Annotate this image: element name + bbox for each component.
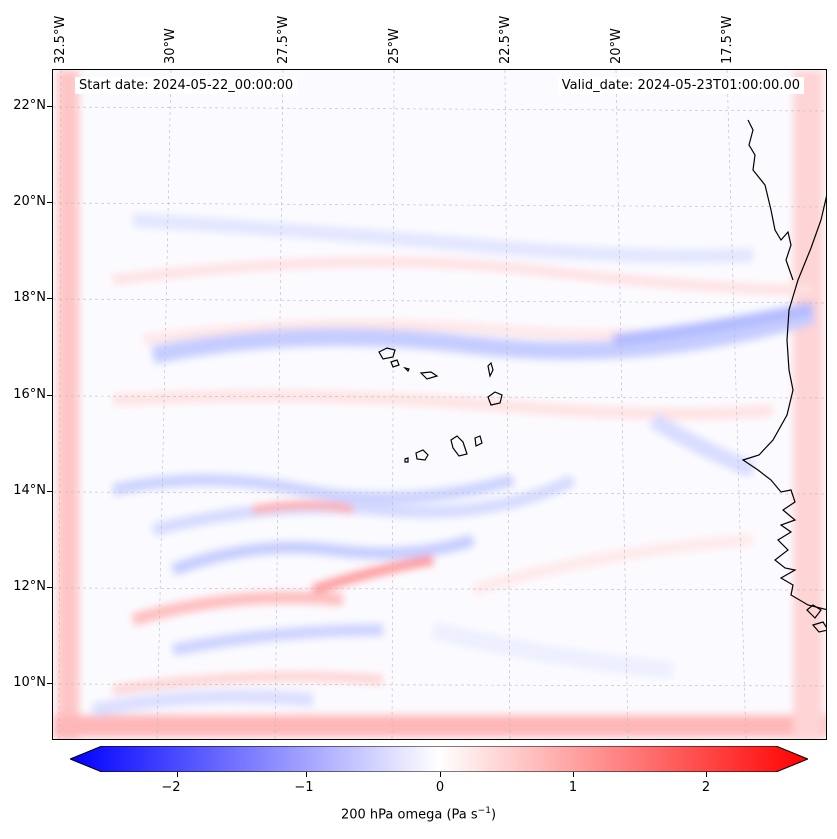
longitude-label-25w: 25°W — [387, 28, 402, 64]
colorbar-label-minus-1: −1 — [294, 780, 314, 795]
latitude-label-18n: 18°N — [13, 290, 46, 305]
latitude-label-22n: 22°N — [13, 98, 46, 113]
latitude-label-16n: 16°N — [13, 387, 46, 402]
longitude-label-32-5w: 32.5°W — [53, 15, 68, 64]
graticule — [53, 70, 826, 739]
colorbar-label-1: 1 — [568, 780, 578, 795]
longitude-label-30w: 30°W — [163, 28, 178, 64]
lat-tick — [47, 202, 52, 203]
colorbar-tick-minus-1 — [306, 772, 307, 777]
start-date-label: Start date: 2024-05-22_00:00:00 — [75, 77, 298, 94]
map-panel: Start date: 2024-05-22_00:00:00 Valid_da… — [52, 69, 827, 740]
west-africa-coastline — [741, 119, 826, 633]
colorbar-tick-2 — [706, 772, 707, 777]
longitude-label-17-5w: 17.5°W — [720, 15, 735, 64]
colorbar-tick-minus-2 — [177, 772, 178, 777]
colorbar-tick-0 — [440, 772, 441, 777]
cabo-verde-islands — [378, 347, 503, 463]
lat-tick — [47, 298, 52, 299]
colorbar-label-minus-2: −2 — [161, 780, 181, 795]
lat-tick — [47, 106, 52, 107]
latitude-label-10n: 10°N — [13, 675, 46, 690]
longitude-label-20w: 20°W — [609, 28, 624, 64]
lat-tick — [47, 683, 52, 684]
omega-field-map — [53, 70, 826, 739]
lat-tick — [47, 395, 52, 396]
valid-date-label: Valid_date: 2024-05-23T01:00:00.00 — [557, 77, 804, 94]
lat-tick — [47, 491, 52, 492]
longitude-label-27-5w: 27.5°W — [276, 15, 291, 64]
latitude-label-14n: 14°N — [13, 483, 46, 498]
latitude-label-12n: 12°N — [13, 579, 46, 594]
omega-shading — [53, 70, 826, 739]
colorbar-title-sup: −1 — [477, 806, 491, 816]
colorbar-label-2: 2 — [701, 780, 711, 795]
longitude-label-22-5w: 22.5°W — [498, 15, 513, 64]
colorbar-label-0: 0 — [435, 780, 445, 795]
colorbar-title-end: ) — [490, 807, 497, 823]
colorbar-tick-1 — [573, 772, 574, 777]
latitude-label-20n: 20°N — [13, 194, 46, 209]
colorbar-title-text: 200 hPa omega (Pa s — [340, 807, 478, 823]
colorbar-title: 200 hPa omega (Pa s−1) — [0, 806, 837, 822]
colorbar — [70, 746, 808, 772]
lat-tick — [47, 587, 52, 588]
